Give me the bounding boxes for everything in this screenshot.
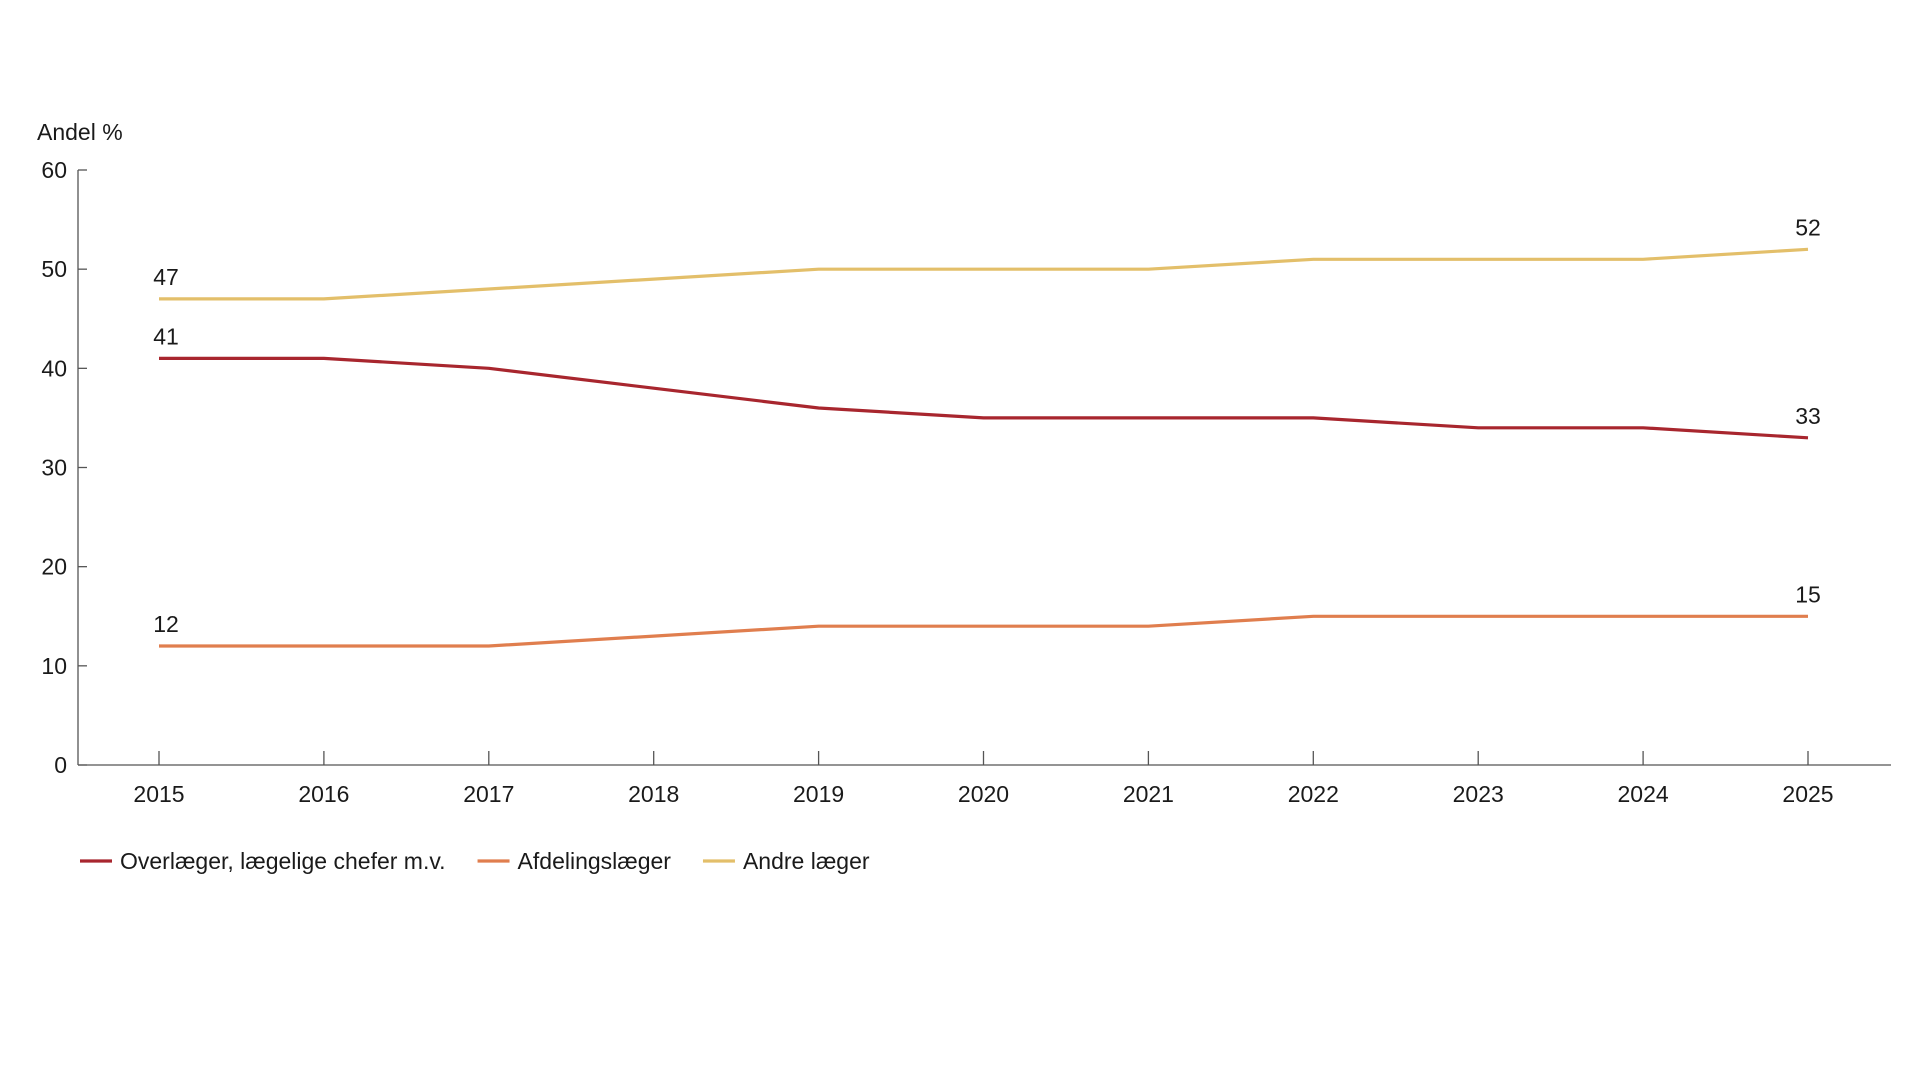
x-tick-label: 2015	[133, 781, 184, 807]
y-axis-title: Andel %	[37, 119, 123, 145]
x-tick-label: 2016	[298, 781, 349, 807]
series-line-2	[159, 614, 1808, 648]
end-value-label: 33	[1795, 403, 1821, 429]
y-tick-label: 10	[41, 653, 67, 679]
x-tick-label: 2023	[1453, 781, 1504, 807]
y-axis-ticks: 0 10 20 30 40 50 60	[41, 157, 87, 778]
point-labels: 41 33 12 15 47 52	[153, 214, 1821, 637]
x-tick-label: 2017	[463, 781, 514, 807]
y-tick-label: 20	[41, 554, 67, 580]
end-value-label: 15	[1795, 581, 1821, 607]
x-tick-label: 2025	[1782, 781, 1833, 807]
y-tick-label: 0	[54, 752, 67, 778]
legend-label: Overlæger, lægelige chefer m.v.	[120, 848, 446, 874]
series-line-3	[159, 247, 1809, 301]
x-tick-label: 2021	[1123, 781, 1174, 807]
start-value-label: 47	[153, 264, 179, 290]
end-value-label: 52	[1795, 214, 1821, 240]
x-axis-ticks: 2015 2016 2017 2018 2019 2020 2021 2022 2023 2024…	[133, 751, 1834, 807]
x-tick-label: 2020	[958, 781, 1009, 807]
y-tick-label: 60	[41, 157, 67, 183]
y-tick-label: 30	[41, 455, 67, 481]
x-tick-label: 2022	[1288, 781, 1339, 807]
legend: Overlæger, lægelige chefer m.v. Afdelings…	[80, 848, 870, 874]
x-tick-label: 2018	[628, 781, 679, 807]
y-tick-label: 50	[41, 256, 67, 282]
start-value-label: 41	[153, 323, 179, 349]
x-tick-label: 2019	[793, 781, 844, 807]
series-lines	[159, 247, 1809, 648]
legend-label: Andre læger	[743, 848, 870, 874]
legend-label: Afdelingslæger	[518, 848, 672, 874]
start-value-label: 12	[153, 611, 179, 637]
series-line-1	[159, 356, 1809, 440]
x-tick-label: 2024	[1618, 781, 1669, 807]
y-tick-label: 40	[41, 355, 67, 381]
